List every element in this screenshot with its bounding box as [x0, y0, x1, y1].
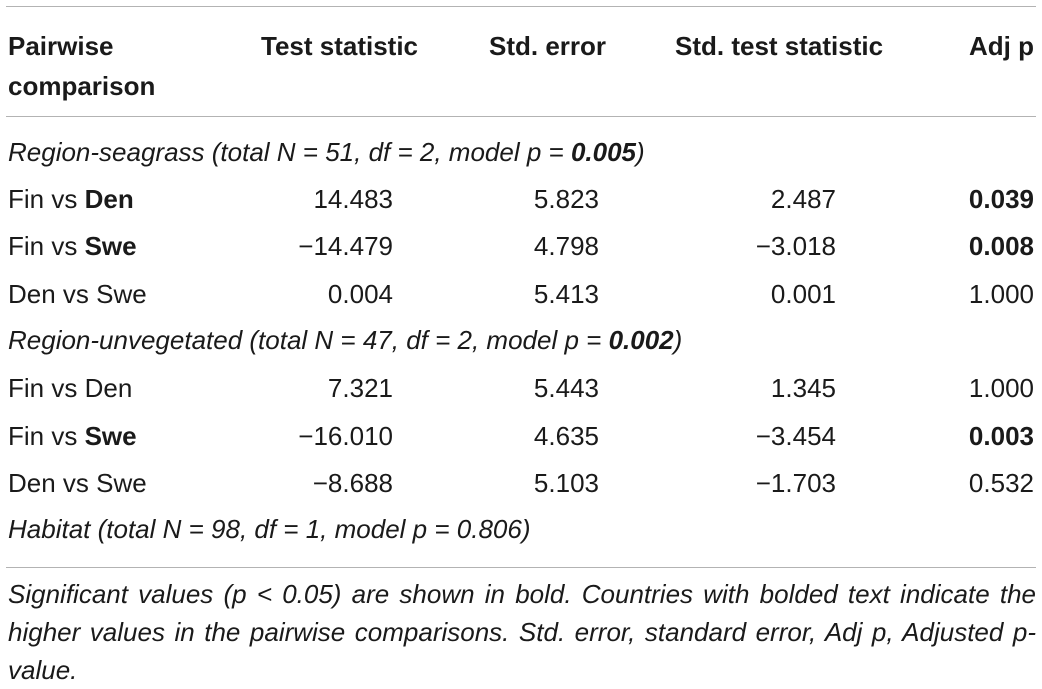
country-b: Swe: [84, 231, 137, 261]
adj-p-cell: 0.003: [968, 421, 1034, 451]
model-p-value: 0.005: [570, 137, 637, 167]
country-a: Fin vs: [8, 184, 85, 214]
table-row: Den vs Swe −8.688 5.103 −1.703 0.532: [0, 463, 1042, 503]
std-error-cell: 4.798: [533, 231, 599, 261]
group-label-text: Region-seagrass (total N = 51, df = 2, m…: [8, 137, 571, 167]
bottom-rule: [6, 567, 1036, 568]
header-rule: [6, 116, 1036, 117]
std-test-statistic-cell: 1.345: [770, 373, 836, 403]
comparison-cell: Fin vs Swe: [8, 416, 137, 456]
test-statistic-cell: 7.321: [327, 373, 393, 403]
group-label-unvegetated: Region-unvegetated (total N = 47, df = 2…: [8, 322, 682, 358]
std-error-cell: 5.443: [533, 373, 599, 403]
group-label-text: Region-unvegetated (total N = 47, df = 2…: [8, 325, 609, 355]
country-b: Swe: [96, 468, 147, 498]
table-row: Fin vs Swe −16.010 4.635 −3.454 0.003: [0, 416, 1042, 456]
std-test-statistic-cell: 0.001: [770, 279, 836, 309]
header-std-test-statistic: Std. test statistic: [675, 31, 884, 61]
country-a: Den vs: [8, 279, 97, 309]
std-error-cell: 4.635: [533, 421, 599, 451]
comparison-cell: Den vs Swe: [8, 463, 147, 503]
group-label-suffix: ): [636, 137, 645, 167]
std-test-statistic-cell: 2.487: [770, 184, 836, 214]
group-label-habitat: Habitat (total N = 98, df = 1, model p =…: [8, 514, 531, 544]
adj-p-cell: 0.039: [968, 184, 1034, 214]
group-label-suffix: ): [673, 325, 683, 355]
group-label-seagrass: Region-seagrass (total N = 51, df = 2, m…: [8, 134, 645, 170]
std-error-cell: 5.413: [533, 279, 599, 309]
adj-p-cell: 0.008: [968, 231, 1034, 261]
adj-p-cell: 1.000: [968, 279, 1034, 309]
test-statistic-cell: −16.010: [298, 421, 393, 451]
comparison-cell: Fin vs Swe: [8, 226, 137, 266]
country-a: Fin vs: [8, 421, 85, 451]
country-b: Den: [84, 373, 133, 403]
model-p-value: 0.002: [608, 325, 674, 355]
std-error-cell: 5.823: [533, 184, 599, 214]
test-statistic-cell: 14.483: [313, 184, 393, 214]
comparison-cell: Fin vs Den: [8, 179, 134, 219]
country-a: Den vs: [8, 468, 97, 498]
country-b: Swe: [84, 421, 137, 451]
header-adj-p: Adj p: [969, 31, 1034, 61]
table-footnote: Significant values (p < 0.05) are shown …: [8, 579, 1036, 685]
std-test-statistic-cell: −3.454: [755, 421, 836, 451]
table-row: Den vs Swe 0.004 5.413 0.001 1.000: [0, 274, 1042, 314]
comparison-cell: Fin vs Den: [8, 368, 132, 408]
country-a: Fin vs: [8, 373, 85, 403]
country-a: Fin vs: [8, 231, 85, 261]
header-test-statistic: Test statistic: [261, 31, 419, 61]
header-std-error: Std. error: [489, 31, 607, 61]
adj-p-cell: 0.532: [968, 468, 1034, 498]
test-statistic-cell: −8.688: [312, 468, 393, 498]
table-row: Fin vs Swe −14.479 4.798 −3.018 0.008: [0, 226, 1042, 266]
std-test-statistic-cell: −1.703: [755, 468, 836, 498]
country-b: Swe: [96, 279, 147, 309]
test-statistic-cell: −14.479: [298, 231, 393, 261]
header-comparison: Pairwise comparison: [8, 31, 156, 101]
std-error-cell: 5.103: [533, 468, 599, 498]
adj-p-cell: 1.000: [968, 373, 1034, 403]
table-row: Fin vs Den 14.483 5.823 2.487 0.039: [0, 179, 1042, 219]
test-statistic-cell: 0.004: [327, 279, 393, 309]
country-b: Den: [84, 184, 134, 214]
comparison-cell: Den vs Swe: [8, 274, 147, 314]
top-rule: [6, 6, 1036, 7]
std-test-statistic-cell: −3.018: [755, 231, 836, 261]
table-row: Fin vs Den 7.321 5.443 1.345 1.000: [0, 368, 1042, 408]
